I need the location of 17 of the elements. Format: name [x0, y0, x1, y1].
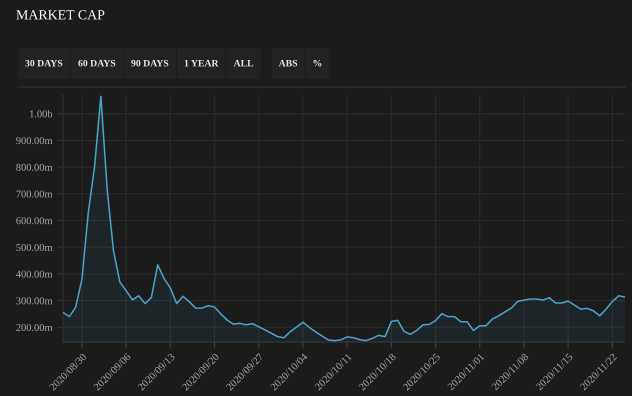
y-tick-label: 500.00m	[16, 244, 52, 251]
text: 1 YEAR	[184, 60, 219, 66]
text: 90 DAYS	[131, 60, 168, 66]
y-tick-label: 400.00m	[16, 270, 52, 278]
y-tick-label: 1.00b	[30, 110, 52, 118]
text: ALL	[234, 60, 254, 66]
y-tick-label: 200.00m	[16, 324, 52, 332]
y-tick-label: 700.00m	[16, 190, 52, 198]
text: %	[313, 60, 322, 66]
text: 60 DAYS	[78, 60, 116, 66]
y-tick-label: 800.00m	[16, 164, 52, 171]
chart-title: MARKET CAP	[16, 10, 104, 20]
y-tick-label: 600.00m	[16, 217, 52, 224]
y-tick-label: 300.00m	[16, 297, 52, 304]
text: 30 DAYS	[25, 60, 62, 66]
y-tick-label: 900.00m	[16, 137, 52, 144]
text: ABS	[278, 60, 298, 66]
